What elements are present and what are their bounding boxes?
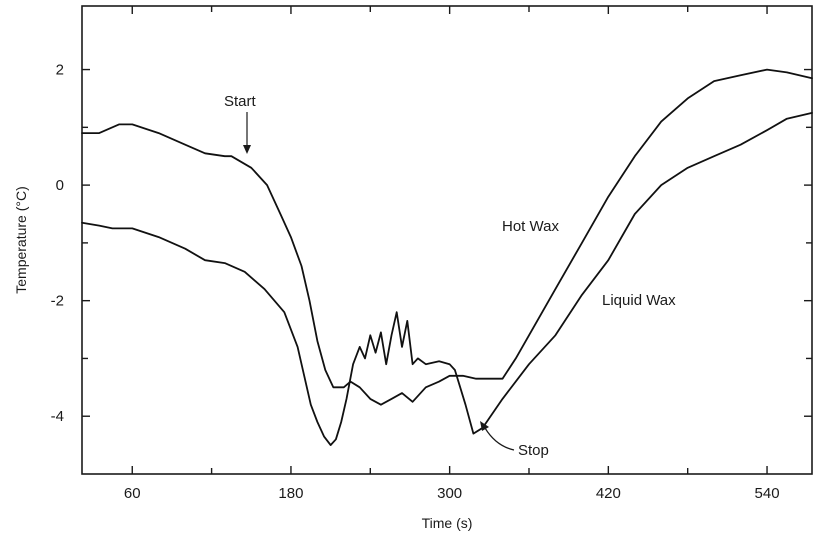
y-tick-label: -4 <box>51 408 64 425</box>
x-tick-label: 420 <box>596 485 621 502</box>
start-arrow-head <box>243 145 251 154</box>
y-tick-label: 2 <box>56 62 64 79</box>
annotation-liquid-wax: Liquid Wax <box>602 292 676 309</box>
y-tick-label: -2 <box>51 293 64 310</box>
y-axis-label: Temperature (°C) <box>13 186 29 294</box>
axis-tick-labels: 60 180 300 420 540 2 0 -2 -4 <box>51 62 780 502</box>
x-tick-label: 540 <box>755 485 780 502</box>
stop-arrow-head <box>480 421 489 431</box>
x-tick-label: 300 <box>437 485 462 502</box>
series-line-hot-wax <box>81 68 813 406</box>
axis-ticks <box>82 6 812 474</box>
y-tick-label: 0 <box>56 177 64 194</box>
annotation-hot-wax: Hot Wax <box>502 218 559 235</box>
series-group <box>81 68 813 446</box>
plot-frame <box>81 5 813 475</box>
annotation-start: Start <box>224 93 257 110</box>
series-line-liquid-wax <box>81 112 813 446</box>
annotation-stop: Stop <box>518 442 549 459</box>
stop-arrow-line <box>484 427 515 451</box>
x-tick-label: 180 <box>278 485 303 502</box>
x-axis-label: Time (s) <box>422 515 473 531</box>
x-tick-label: 60 <box>124 485 141 502</box>
